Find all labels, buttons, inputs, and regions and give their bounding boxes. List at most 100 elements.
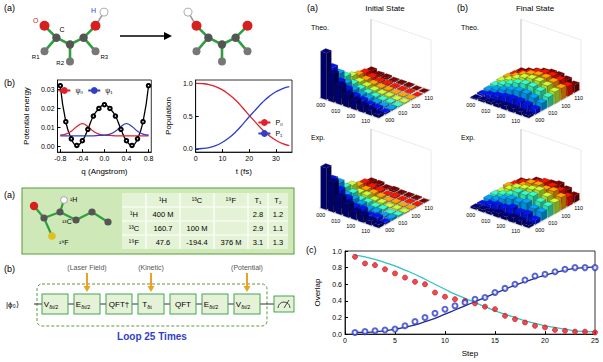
svg-text:Potential energy: Potential energy xyxy=(22,87,31,145)
svg-text:(a): (a) xyxy=(4,3,15,13)
svg-text:¹H: ¹H xyxy=(70,196,77,203)
svg-text:010: 010 xyxy=(331,108,340,114)
svg-text:0.03: 0.03 xyxy=(41,86,55,93)
svg-text:O: O xyxy=(33,17,39,24)
svg-text:(b): (b) xyxy=(4,264,15,274)
svg-text:Tδt: Tδt xyxy=(142,300,152,310)
svg-text:110: 110 xyxy=(361,118,370,124)
svg-text:110: 110 xyxy=(511,118,520,124)
svg-text:¹H: ¹H xyxy=(159,196,167,205)
svg-text:0.8: 0.8 xyxy=(144,155,154,162)
svg-text:110: 110 xyxy=(574,95,583,101)
svg-text:0.4: 0.4 xyxy=(122,155,132,162)
svg-text:010: 010 xyxy=(331,218,340,224)
svg-text:Overlap: Overlap xyxy=(313,278,322,307)
svg-text:-0.8: -0.8 xyxy=(54,155,66,162)
svg-text:110: 110 xyxy=(424,205,433,211)
svg-text:100: 100 xyxy=(496,113,505,119)
svg-text:(Laser Field): (Laser Field) xyxy=(67,264,106,272)
svg-text:110: 110 xyxy=(424,95,433,101)
svg-text:2.9: 2.9 xyxy=(253,224,263,233)
svg-text:100: 100 xyxy=(561,213,570,219)
svg-text:C: C xyxy=(59,26,64,33)
svg-text:160.7: 160.7 xyxy=(154,224,173,233)
svg-text:P₀: P₀ xyxy=(275,119,283,126)
svg-text:¹³C: ¹³C xyxy=(129,224,140,233)
svg-text:P₁: P₁ xyxy=(275,130,283,137)
svg-text:5: 5 xyxy=(393,337,397,344)
svg-text:¹³C: ¹³C xyxy=(62,218,72,225)
svg-text:25: 25 xyxy=(591,337,599,344)
svg-text:15: 15 xyxy=(491,337,499,344)
svg-text:(c): (c) xyxy=(306,245,317,255)
svg-text:R2: R2 xyxy=(56,60,64,66)
svg-text:t (fs): t (fs) xyxy=(236,167,252,176)
svg-text:(Potential): (Potential) xyxy=(231,264,263,272)
svg-text:Theo.: Theo. xyxy=(311,24,329,31)
svg-text:000: 000 xyxy=(316,102,325,108)
svg-text:QFT: QFT xyxy=(175,300,191,309)
svg-text:100: 100 xyxy=(561,103,570,109)
svg-text:010: 010 xyxy=(481,108,490,114)
svg-text:Exp.: Exp. xyxy=(311,134,325,142)
svg-text:010: 010 xyxy=(398,110,407,116)
svg-text:1.0: 1.0 xyxy=(183,80,193,87)
svg-text:1.2: 1.2 xyxy=(273,210,283,219)
svg-text:100: 100 xyxy=(346,113,355,119)
svg-text:400 M: 400 M xyxy=(153,210,174,219)
svg-text:000: 000 xyxy=(316,212,325,218)
svg-text:010: 010 xyxy=(548,220,557,226)
svg-text:ψ₁: ψ₁ xyxy=(105,87,113,95)
svg-text:010: 010 xyxy=(398,220,407,226)
svg-text:47.6: 47.6 xyxy=(156,238,171,247)
svg-text:-194.4: -194.4 xyxy=(186,238,207,247)
svg-text:0.5: 0.5 xyxy=(183,113,193,120)
svg-text:R3: R3 xyxy=(101,54,109,60)
svg-text:0: 0 xyxy=(194,155,198,162)
svg-text:000: 000 xyxy=(385,227,394,233)
svg-text:100: 100 xyxy=(496,223,505,229)
svg-text:(Kinetic): (Kinetic) xyxy=(138,264,164,272)
svg-text:20: 20 xyxy=(541,337,549,344)
svg-text:0: 0 xyxy=(343,337,347,344)
svg-text:100: 100 xyxy=(346,223,355,229)
svg-text:q (Angstrom): q (Angstrom) xyxy=(81,167,128,176)
svg-text:(b): (b) xyxy=(4,78,15,88)
svg-text:0.6: 0.6 xyxy=(332,281,342,288)
svg-text:0.0: 0.0 xyxy=(183,145,193,152)
svg-text:¹³C: ¹³C xyxy=(192,196,203,205)
svg-text:Eδt/2: Eδt/2 xyxy=(76,300,90,310)
svg-text:10: 10 xyxy=(441,337,449,344)
svg-text:(a): (a) xyxy=(307,3,318,13)
svg-text:Step: Step xyxy=(462,349,479,358)
svg-text:0.01: 0.01 xyxy=(41,124,55,131)
svg-text:Initial State: Initial State xyxy=(365,4,405,13)
svg-text:110: 110 xyxy=(574,205,583,211)
svg-text:110: 110 xyxy=(511,228,520,234)
svg-text:|ϕ₀⟩: |ϕ₀⟩ xyxy=(6,300,19,309)
svg-text:QFT†: QFT† xyxy=(109,300,129,309)
svg-text:ψ₀: ψ₀ xyxy=(75,87,83,95)
svg-text:3.1: 3.1 xyxy=(253,238,263,247)
svg-text:¹⁹F: ¹⁹F xyxy=(129,238,140,247)
svg-text:¹⁹F: ¹⁹F xyxy=(226,196,237,205)
svg-text:30: 30 xyxy=(272,155,280,162)
svg-text:H: H xyxy=(91,7,96,14)
svg-text:Vδt/2: Vδt/2 xyxy=(44,300,58,310)
svg-text:0.0: 0.0 xyxy=(100,155,110,162)
svg-text:100: 100 xyxy=(411,103,420,109)
svg-text:1.3: 1.3 xyxy=(273,238,283,247)
svg-text:1.0: 1.0 xyxy=(332,248,342,255)
svg-text:R1: R1 xyxy=(32,54,40,60)
svg-text:T₂: T₂ xyxy=(274,196,282,205)
svg-text:0.2: 0.2 xyxy=(332,314,342,321)
svg-text:20: 20 xyxy=(245,155,253,162)
svg-text:¹H: ¹H xyxy=(130,210,138,219)
svg-text:-0.4: -0.4 xyxy=(76,155,88,162)
svg-text:100: 100 xyxy=(411,213,420,219)
svg-text:000: 000 xyxy=(466,212,475,218)
svg-text:(a): (a) xyxy=(4,190,15,200)
svg-text:0.4: 0.4 xyxy=(332,297,342,304)
svg-text:Vδt/2: Vδt/2 xyxy=(236,300,250,310)
svg-text:1.1: 1.1 xyxy=(273,224,283,233)
